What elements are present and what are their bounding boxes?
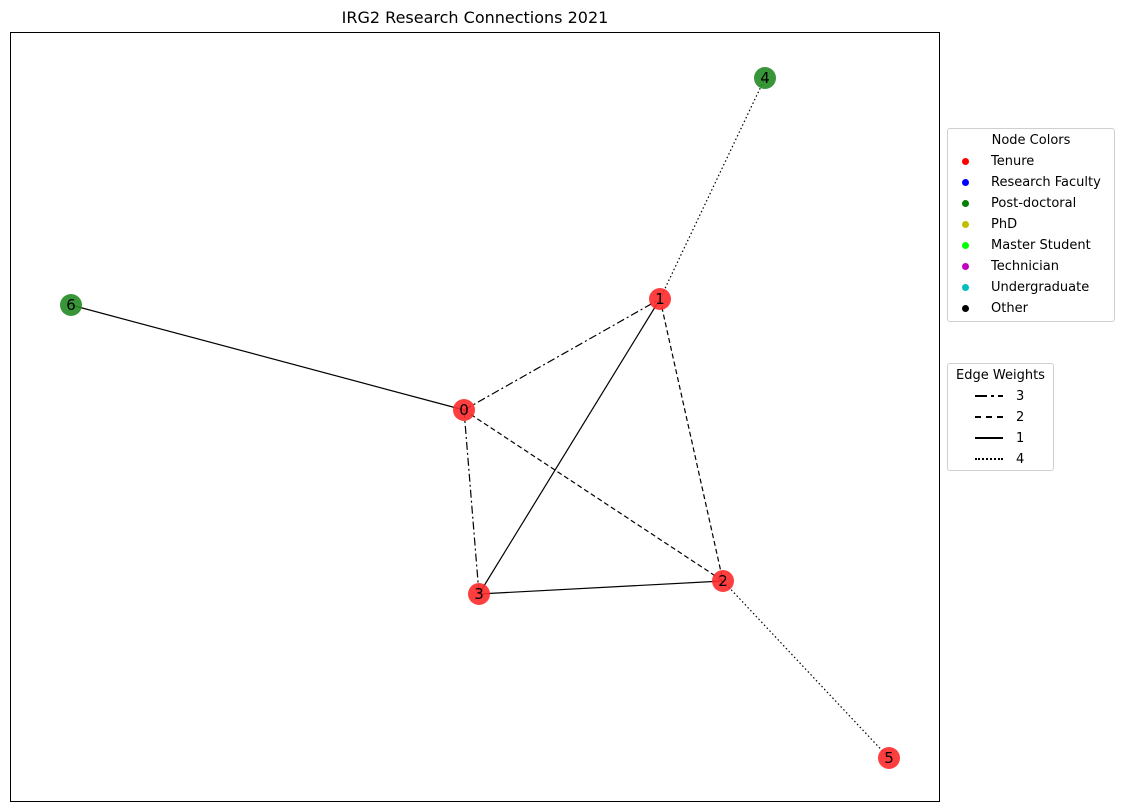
- edge-2-5: [722, 580, 890, 759]
- node-label: 4: [760, 69, 770, 87]
- edge-2-3: [478, 580, 724, 595]
- legend-label: Tenure: [991, 154, 1035, 169]
- nodes-layer: 0 1 2 3 4 5 6: [60, 67, 900, 769]
- edge-0-2: [463, 409, 724, 582]
- legend-item-weight-4: 4: [948, 449, 1053, 470]
- node-circle: [712, 570, 734, 592]
- post-doctoral-color-marker: [962, 200, 969, 207]
- legend-item-other: Other: [948, 298, 1114, 319]
- legend-item-tenure: Tenure: [948, 151, 1114, 172]
- undergraduate-color-marker: [962, 284, 969, 291]
- edge-1-3: [478, 298, 661, 595]
- legend-item-technician: Technician: [948, 256, 1114, 277]
- node-3: 3: [468, 583, 490, 605]
- legend-item-weight-2: 2: [948, 407, 1053, 428]
- node-colors-legend: Node Colors Tenure Research Faculty Post…: [947, 128, 1115, 322]
- node-circle: [453, 399, 475, 421]
- node-label: 0: [459, 401, 469, 419]
- legend-label: Research Faculty: [991, 175, 1101, 190]
- technician-color-marker: [962, 263, 969, 270]
- node-6: 6: [60, 294, 82, 316]
- node-4: 4: [754, 67, 776, 89]
- edge-0-1: [463, 298, 661, 411]
- tenure-color-marker: [962, 158, 969, 165]
- plot-area: [10, 32, 940, 802]
- edge-1-4: [659, 77, 766, 300]
- node-circle: [878, 747, 900, 769]
- legend-item-undergraduate: Undergraduate: [948, 277, 1114, 298]
- node-5: 5: [878, 747, 900, 769]
- legend-item-post-doctoral: Post-doctoral: [948, 193, 1114, 214]
- legend-label: Technician: [991, 259, 1059, 274]
- node-label: 2: [718, 572, 728, 590]
- node-label: 1: [655, 290, 665, 308]
- node-label: 6: [66, 296, 76, 314]
- chart-title: IRG2 Research Connections 2021: [341, 8, 609, 27]
- node-circle: [649, 288, 671, 310]
- edge-weights-legend: Edge Weights 3 2 1 4: [947, 363, 1054, 471]
- legend-label: 1: [1016, 431, 1025, 446]
- legend-label: PhD: [991, 217, 1018, 232]
- other-color-marker: [962, 305, 969, 312]
- node-1: 1: [649, 288, 671, 310]
- node-label: 3: [474, 585, 484, 603]
- legend-label: 4: [1016, 452, 1025, 467]
- node-2: 2: [712, 570, 734, 592]
- legend-item-master-student: Master Student: [948, 235, 1114, 256]
- node-circle: [468, 583, 490, 605]
- legend-item-weight-3: 3: [948, 386, 1053, 407]
- master-student-color-marker: [962, 242, 969, 249]
- edge-0-6: [70, 304, 465, 411]
- edge-1-2: [659, 298, 724, 582]
- research-faculty-color-marker: [962, 179, 969, 186]
- phd-color-marker: [962, 221, 969, 228]
- legend-label: 2: [1016, 410, 1025, 425]
- legend-label: 3: [1016, 389, 1025, 404]
- edge-0-3: [463, 409, 480, 595]
- legend-label: Master Student: [991, 238, 1091, 253]
- solid-line-sample: [975, 437, 1003, 439]
- legend-item-research-faculty: Research Faculty: [948, 172, 1114, 193]
- legend-label: Post-doctoral: [991, 196, 1077, 211]
- legend-item-weight-1: 1: [948, 428, 1053, 449]
- legend-label: Other: [991, 301, 1028, 316]
- node-circle: [60, 294, 82, 316]
- node-colors-legend-title: Node Colors: [991, 133, 1071, 148]
- legend-label: Undergraduate: [991, 280, 1090, 295]
- legend-item-phd: PhD: [948, 214, 1114, 235]
- dashed-line-sample: [975, 416, 1003, 418]
- dashdot-line-sample: [975, 395, 1003, 397]
- node-0: 0: [453, 399, 475, 421]
- dotted-line-sample: [975, 458, 1003, 460]
- edge-weights-legend-title: Edge Weights: [956, 368, 1045, 383]
- edges-layer: [70, 77, 890, 759]
- node-label: 5: [884, 749, 894, 767]
- node-circle: [754, 67, 776, 89]
